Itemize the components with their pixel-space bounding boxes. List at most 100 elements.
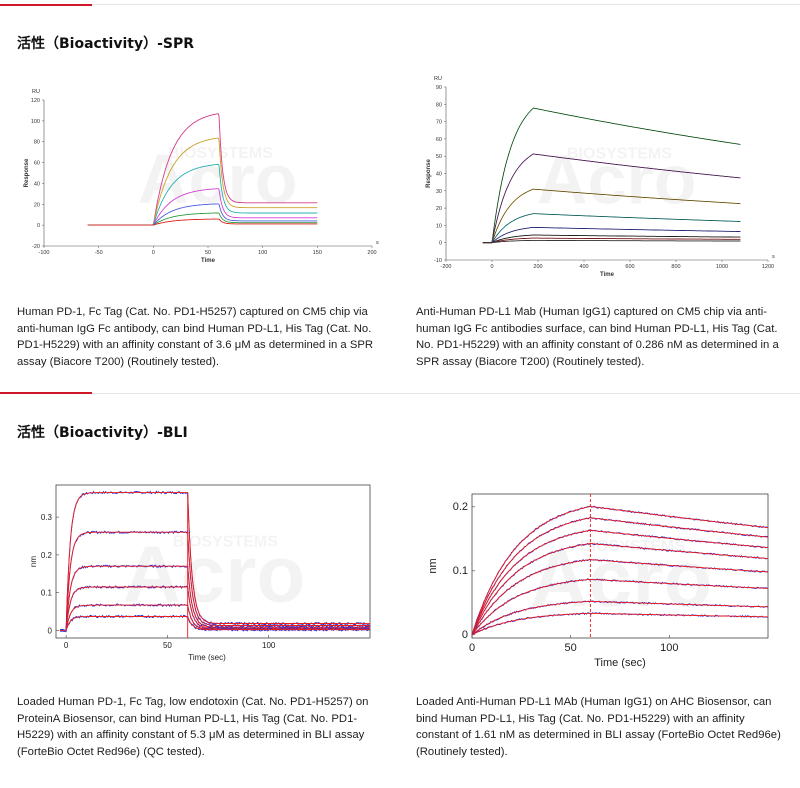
fit-curve-1 xyxy=(482,107,741,243)
x-tick-label: 200 xyxy=(367,250,376,256)
fit-curve-5 xyxy=(482,227,741,243)
spr-chart-pd1: AcroBIOSYSTEMS -20 0 20 40 60 80 100 120 -100 -50 0… xyxy=(22,86,382,266)
caption-spr-2: Anti-Human PD-L1 Mab (Human IgG1) captur… xyxy=(416,306,779,368)
y-axis-title: nm xyxy=(29,556,38,567)
caption-spr-1: Human PD-1, Fc Tag (Cat. No. PD1-H5257) … xyxy=(17,306,374,368)
fit-curve-3 xyxy=(482,188,741,243)
fit-curve-1 xyxy=(60,492,370,631)
y-tick-label: 0.1 xyxy=(453,565,468,577)
x-tick-label: 50 xyxy=(565,642,577,654)
section-title-spr: 活性（Bioactivity）-SPR xyxy=(17,36,195,52)
fit-curve-4 xyxy=(471,543,769,635)
watermark-text: BIOSYSTEMS xyxy=(173,534,278,551)
y-tick-label: 30 xyxy=(436,189,442,195)
accent-bar xyxy=(0,4,92,6)
fit-curve-8 xyxy=(482,240,741,243)
y-tick-label: 80 xyxy=(436,102,442,108)
fit-curve-7 xyxy=(482,237,741,243)
watermark-logo: Acro xyxy=(138,140,297,218)
accent-bar xyxy=(0,392,92,394)
watermark-logo: Acro xyxy=(123,530,305,619)
y-tick-label: 40 xyxy=(436,172,442,178)
x-tick-label: 1200 xyxy=(762,264,774,270)
y-tick-label: -20 xyxy=(32,244,40,250)
x-tick-label: -50 xyxy=(95,250,103,256)
section-divider xyxy=(92,4,800,5)
x-axis-title: Time (sec) xyxy=(188,653,226,662)
y-tick-label: 0 xyxy=(462,629,468,641)
fit-curve-2 xyxy=(482,153,741,243)
x-tick-label: 0 xyxy=(490,264,493,270)
x-tick-label: 1000 xyxy=(716,264,728,270)
x-axis-title: Time xyxy=(201,258,216,264)
x-axis-title: Time (sec) xyxy=(594,657,646,669)
section-title-bli: 活性（Bioactivity）-BLI xyxy=(17,425,188,441)
fit-curve-8 xyxy=(471,612,768,636)
y-tick-label: 80 xyxy=(34,140,40,146)
x-tick-label: 100 xyxy=(660,642,678,654)
x-tick-label: 100 xyxy=(262,641,276,650)
x-tick-label: 600 xyxy=(625,264,634,270)
watermark-logo: Acro xyxy=(537,141,696,219)
x-tick-label: 0 xyxy=(152,250,155,256)
fit-curve-6 xyxy=(60,616,370,631)
section-divider xyxy=(0,393,800,394)
y-tick-label: 20 xyxy=(436,206,442,212)
y-tick-label: 0.2 xyxy=(41,551,53,560)
y-axis-title: nm xyxy=(427,558,439,573)
y-tick-label: 0 xyxy=(439,241,442,247)
watermark-text: BIOSYSTEMS xyxy=(168,145,273,162)
y-tick-label: 10 xyxy=(436,223,442,229)
y-tick-label: 60 xyxy=(34,161,40,167)
y-tick-label: 70 xyxy=(436,120,442,126)
measured-curve-8 xyxy=(471,612,769,636)
y-tick-label: 90 xyxy=(436,85,442,91)
caption-bli-1: Loaded Human PD-1, Fc Tag, low endotoxin… xyxy=(17,696,369,758)
y-tick-label: 0.1 xyxy=(41,589,53,598)
x-tick-label: 50 xyxy=(163,641,172,650)
x-tick-label: 0 xyxy=(64,641,69,650)
fit-curve-4 xyxy=(60,586,370,631)
y-tick-label: 60 xyxy=(436,137,442,143)
plot-frame xyxy=(471,493,769,639)
y-tick-label: -10 xyxy=(434,258,442,264)
fit-curve-7 xyxy=(471,600,769,636)
x-tick-label: 400 xyxy=(579,264,588,270)
fit-curve-6 xyxy=(482,234,741,243)
y-tick-label: 20 xyxy=(34,202,40,208)
fit-curve-4 xyxy=(482,213,741,243)
x-tick-label: 50 xyxy=(205,250,211,256)
plot-frame xyxy=(55,484,371,639)
watermark-text: BIOSYSTEMS xyxy=(567,146,672,163)
watermark-logo: Acro xyxy=(530,534,712,623)
x-tick-label: 150 xyxy=(313,250,322,256)
fit-curve-2 xyxy=(60,531,370,631)
x-tick-label: 800 xyxy=(671,264,680,270)
x-tick-label: 0 xyxy=(469,642,475,654)
y-tick-label: 0 xyxy=(48,626,53,635)
spr-chart-pdl1-mab: AcroBIOSYSTEMS -10 0 10 20 30 40 50 60 70 80 90 -200… xyxy=(420,70,780,280)
fit-curve-1 xyxy=(471,505,769,635)
bli-chart-pd1: AcroBIOSYSTEMS 0 0.1 0.2 0.3 0 50 100 Time (sec)… xyxy=(28,480,374,665)
x-tick-label: 200 xyxy=(533,264,542,270)
response-curve-7 xyxy=(87,218,318,226)
x-tick-label: -200 xyxy=(440,264,451,270)
y-unit-label: RU xyxy=(434,76,442,82)
y-tick-label: 100 xyxy=(31,119,40,125)
bli-chart-pdl1-mab: AcroBIOSYSTEMS 0 0.1 0.2 0 50 100 Time (sec) nm xyxy=(420,490,770,680)
y-tick-label: 50 xyxy=(436,154,442,160)
y-unit-label: RU xyxy=(32,89,40,95)
x-tick-label: -100 xyxy=(38,250,49,256)
x-unit-label: s xyxy=(772,254,775,260)
fit-curve-2 xyxy=(471,517,769,635)
y-tick-label: 120 xyxy=(31,98,40,104)
x-tick-label: 100 xyxy=(258,250,267,256)
y-tick-label: 0.2 xyxy=(453,501,468,513)
x-unit-label: s xyxy=(376,240,379,246)
fit-curve-5 xyxy=(471,559,769,636)
watermark-text: BIOSYSTEMS xyxy=(580,538,685,555)
caption-bli-2: Loaded Anti-Human PD-L1 MAb (Human IgG1)… xyxy=(416,696,781,758)
fit-curve-6 xyxy=(471,578,768,636)
y-tick-label: 0 xyxy=(37,223,40,229)
x-axis-title: Time xyxy=(600,272,615,278)
